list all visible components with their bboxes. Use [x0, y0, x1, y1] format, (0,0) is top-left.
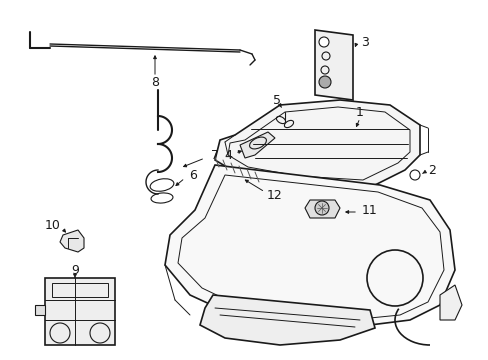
Text: 11: 11	[362, 203, 377, 216]
Text: 10: 10	[45, 219, 61, 231]
Text: 5: 5	[272, 94, 281, 107]
Text: 9: 9	[71, 264, 79, 276]
Polygon shape	[164, 165, 454, 328]
Text: 3: 3	[360, 36, 368, 49]
Polygon shape	[35, 305, 45, 315]
Text: 1: 1	[355, 105, 363, 118]
Text: 6: 6	[189, 168, 197, 181]
Polygon shape	[200, 295, 374, 345]
Circle shape	[314, 201, 328, 215]
Circle shape	[318, 76, 330, 88]
Circle shape	[318, 37, 328, 47]
Polygon shape	[305, 200, 339, 218]
Polygon shape	[215, 100, 419, 190]
Text: 12: 12	[266, 189, 282, 202]
Text: 4: 4	[224, 149, 231, 162]
Polygon shape	[45, 278, 115, 345]
Polygon shape	[60, 230, 84, 252]
Text: 2: 2	[427, 163, 435, 176]
Text: 7: 7	[210, 149, 219, 162]
Polygon shape	[240, 132, 274, 158]
Text: 8: 8	[151, 76, 159, 89]
Polygon shape	[314, 30, 352, 100]
Polygon shape	[439, 285, 461, 320]
